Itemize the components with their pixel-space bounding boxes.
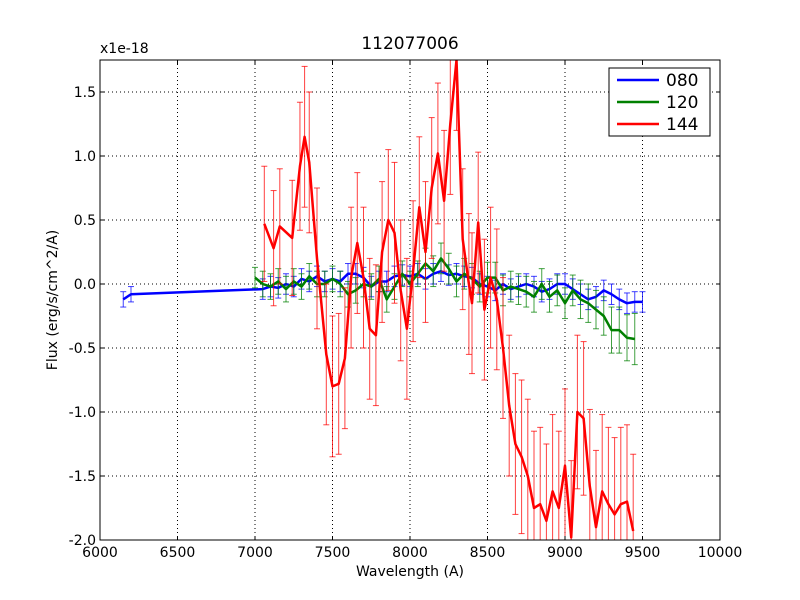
- y-tick-label: 1.0: [74, 149, 96, 165]
- x-tick-label: 7000: [237, 545, 273, 561]
- x-tick-label: 10000: [698, 545, 743, 561]
- y-tick-label: -0.5: [69, 341, 96, 357]
- legend-label-080: 080: [666, 71, 698, 91]
- y-axis-label: Flux (erg/s/cm^2/A): [45, 230, 61, 370]
- y-tick-label: 1.5: [74, 85, 96, 101]
- chart-title: 112077006: [361, 34, 458, 54]
- x-tick-label: 9500: [625, 545, 661, 561]
- x-tick-label: 8000: [392, 545, 428, 561]
- legend: 080 120 144: [608, 67, 711, 137]
- x-tick-label: 6500: [160, 545, 196, 561]
- y-tick-label: 0.0: [74, 277, 96, 293]
- y-multiplier-label: x1e-18: [100, 41, 149, 57]
- x-tick-label: 6000: [82, 545, 118, 561]
- series-line-144: [263, 60, 635, 539]
- legend-label-120: 120: [666, 93, 698, 113]
- series-144: [261, 60, 637, 540]
- legend-label-144: 144: [666, 115, 698, 135]
- x-tick-label: 8500: [470, 545, 506, 561]
- x-axis-label: Wavelength (A): [356, 564, 464, 580]
- y-tick-label: -1.0: [69, 405, 96, 421]
- axis-tick-labels: 6000 6500 7000 7500 8000 8500 9000 9500 10000 -2.…: [69, 85, 743, 561]
- plot-series: [120, 60, 646, 540]
- axis-ticks: [99, 60, 721, 541]
- x-tick-label: 9000: [547, 545, 583, 561]
- y-tick-label: 0.5: [74, 213, 96, 229]
- y-tick-label: -1.5: [69, 469, 96, 485]
- x-tick-label: 7500: [315, 545, 351, 561]
- y-tick-label: -2.0: [69, 533, 96, 549]
